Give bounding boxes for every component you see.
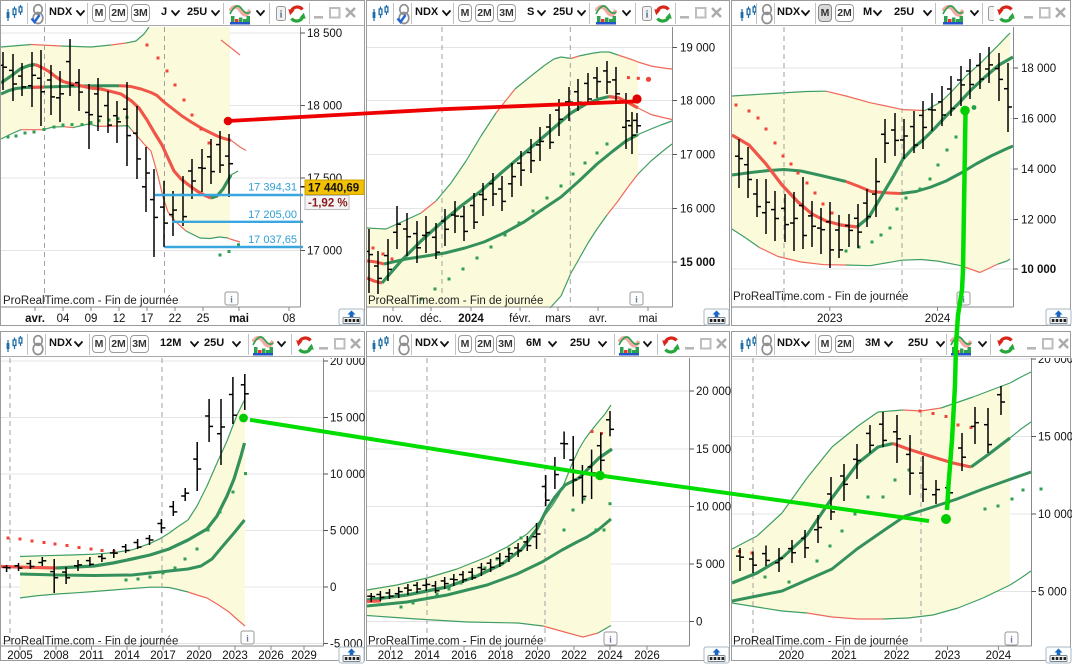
svg-text:ProRealTime.com - Fin de journ: ProRealTime.com - Fin de journée [368, 295, 543, 307]
svg-text:17: 17 [141, 313, 154, 325]
svg-text:i: i [1010, 635, 1013, 645]
svg-text:2016: 2016 [451, 650, 477, 662]
svg-text:20 000: 20 000 [696, 386, 731, 398]
svg-text:2018: 2018 [488, 650, 514, 662]
svg-text:2026: 2026 [258, 650, 284, 662]
svg-text:10 000: 10 000 [1038, 509, 1072, 521]
svg-text:17 440,69: 17 440,69 [308, 183, 359, 195]
svg-text:2008: 2008 [43, 650, 69, 662]
svg-text:2022: 2022 [561, 650, 587, 662]
svg-text:mai: mai [639, 313, 658, 325]
svg-text:i: i [230, 295, 233, 305]
svg-text:mai: mai [229, 313, 249, 325]
svg-text:15 000: 15 000 [330, 413, 365, 425]
svg-text:2020: 2020 [525, 650, 551, 662]
svg-text:2020: 2020 [779, 650, 805, 662]
svg-text:09: 09 [85, 313, 98, 325]
svg-text:04: 04 [57, 313, 70, 325]
svg-text:nov.: nov. [383, 313, 404, 325]
svg-text:ProRealTime.com - Fin de journ: ProRealTime.com - Fin de journée [3, 295, 178, 307]
svg-text:2014: 2014 [414, 650, 440, 662]
svg-text:2026: 2026 [634, 650, 660, 662]
svg-text:2024: 2024 [458, 313, 484, 325]
svg-text:5 000: 5 000 [330, 526, 359, 538]
svg-text:14 000: 14 000 [1021, 164, 1056, 176]
svg-text:17 000: 17 000 [307, 246, 342, 258]
svg-text:17 205,00: 17 205,00 [248, 209, 297, 221]
svg-text:18 000: 18 000 [307, 101, 342, 113]
svg-text:i: i [279, 9, 282, 21]
svg-text:22: 22 [169, 313, 182, 325]
svg-text:2024: 2024 [925, 313, 951, 325]
svg-text:2020: 2020 [186, 650, 212, 662]
svg-text:2014: 2014 [114, 650, 140, 662]
svg-text:16 000: 16 000 [1021, 114, 1056, 126]
svg-text:déc.: déc. [420, 313, 442, 325]
svg-text:10 000: 10 000 [696, 502, 731, 514]
svg-text:avr.: avr. [25, 313, 45, 325]
svg-text:i: i [609, 635, 612, 645]
svg-text:2005: 2005 [7, 650, 33, 662]
svg-text:2021: 2021 [831, 650, 857, 662]
svg-text:2012: 2012 [378, 650, 404, 662]
svg-text:20 000: 20 000 [1038, 358, 1072, 366]
svg-text:5 000: 5 000 [1038, 587, 1067, 599]
svg-text:17 000: 17 000 [680, 150, 715, 162]
svg-text:févr.: févr. [509, 313, 531, 325]
svg-text:10 000: 10 000 [330, 469, 365, 481]
svg-text:16 000: 16 000 [680, 204, 715, 216]
svg-text:mars: mars [545, 313, 571, 325]
svg-text:15 000: 15 000 [696, 444, 731, 456]
svg-text:avr.: avr. [589, 313, 608, 325]
svg-text:0: 0 [330, 582, 336, 594]
svg-text:18 500: 18 500 [307, 28, 342, 40]
svg-text:08: 08 [283, 313, 296, 325]
svg-text:ProRealTime.com - Fin de journ: ProRealTime.com - Fin de journée [733, 636, 908, 648]
svg-text:20 000: 20 000 [330, 358, 365, 368]
svg-text:2022: 2022 [884, 650, 910, 662]
svg-text:15 000: 15 000 [680, 257, 715, 269]
svg-text:17 394,31: 17 394,31 [248, 182, 297, 194]
svg-text:2017: 2017 [150, 650, 176, 662]
svg-text:17 037,65: 17 037,65 [248, 234, 297, 246]
svg-text:-1,92 %: -1,92 % [308, 198, 348, 210]
svg-text:19 000: 19 000 [680, 43, 715, 55]
svg-text:i: i [645, 9, 648, 21]
svg-text:2029: 2029 [291, 650, 317, 662]
svg-text:ProRealTime.com - Fin de journ: ProRealTime.com - Fin de journée [368, 636, 543, 648]
svg-text:12: 12 [113, 313, 126, 325]
svg-text:15 000: 15 000 [1038, 432, 1072, 444]
svg-text:18 000: 18 000 [680, 96, 715, 108]
svg-text:2023: 2023 [935, 650, 961, 662]
svg-text:5 000: 5 000 [696, 559, 725, 571]
svg-text:i: i [635, 295, 638, 305]
svg-text:ProRealTime.com - Fin de journ: ProRealTime.com - Fin de journée [3, 636, 178, 648]
svg-text:0: 0 [696, 617, 702, 629]
svg-text:2011: 2011 [79, 650, 104, 662]
svg-text:2024: 2024 [986, 650, 1012, 662]
svg-text:25: 25 [197, 313, 210, 325]
svg-text:2023: 2023 [817, 313, 843, 325]
svg-text:ProRealTime.com - Fin de journ: ProRealTime.com - Fin de journée [733, 291, 908, 303]
svg-text:2024: 2024 [597, 650, 623, 662]
svg-text:2023: 2023 [222, 650, 248, 662]
svg-text:12 000: 12 000 [1021, 215, 1056, 227]
svg-text:10 000: 10 000 [1021, 264, 1056, 276]
svg-text:18 000: 18 000 [1021, 63, 1056, 75]
svg-text:i: i [246, 634, 249, 644]
